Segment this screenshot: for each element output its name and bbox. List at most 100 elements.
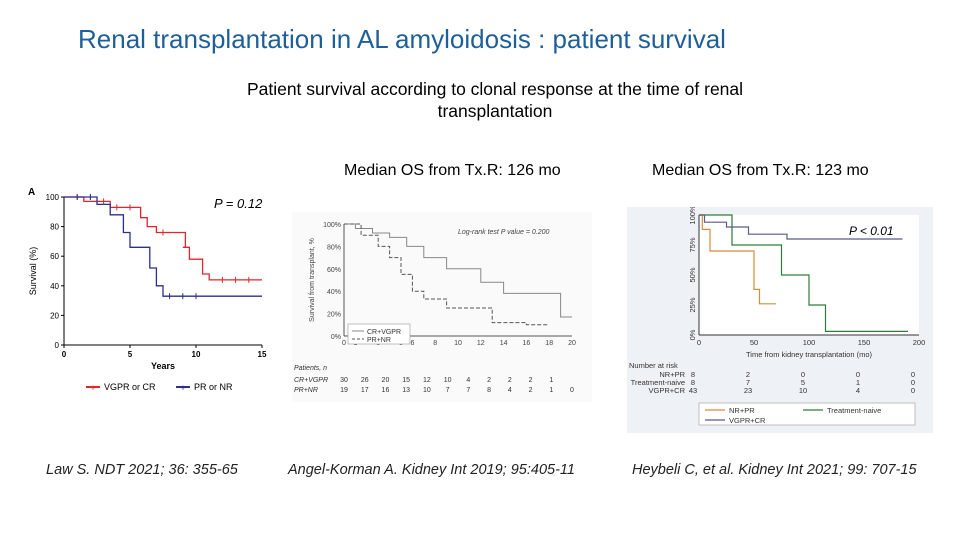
risk-table-row-label: PR+NR <box>294 387 318 394</box>
risk-table-value: 7 <box>466 387 470 394</box>
p-value-right: P < 0.01 <box>849 224 894 238</box>
legend-box <box>698 402 916 426</box>
legend-label: VGPR+CR <box>729 416 766 425</box>
y-tick-label: 40% <box>327 289 341 296</box>
y-axis-title: Survival (%) <box>28 247 38 296</box>
slide-subtitle: Patient survival according to clonal res… <box>246 79 744 121</box>
y-tick-label: 80 <box>50 223 59 232</box>
x-tick-label: 5 <box>128 350 133 359</box>
risk-table-value: 10 <box>423 387 431 394</box>
series-line-vgpr-cr <box>699 214 903 240</box>
x-tick-label: 200 <box>913 338 926 347</box>
y-tick-label: 0% <box>688 329 697 340</box>
series-line-pr-nr <box>344 223 550 326</box>
chart-law: A 0 20 40 60 80 100 0 5 10 15 Survival (%) Years + VGP… <box>28 187 267 393</box>
series-line-nr-pr <box>699 214 776 305</box>
chart-angel-korman: 0%20%40%60%80%100%013568101214161820Surv… <box>292 212 592 402</box>
risk-table-value: 17 <box>361 387 369 394</box>
p-value-left: P = 0.12 <box>214 196 263 211</box>
median-os-right: Median OS from Tx.R: 123 mo <box>652 162 869 179</box>
risk-table-value: 12 <box>423 377 431 384</box>
risk-table-value: 4 <box>508 387 512 394</box>
risk-table-value: 1 <box>549 387 553 394</box>
panel-label: A <box>28 187 35 198</box>
risk-table-value: 43 <box>689 386 697 395</box>
risk-table-row-label: CR+VGPR <box>294 377 328 384</box>
y-tick-label: 0% <box>331 334 341 341</box>
x-axis-title: Years <box>151 361 175 371</box>
y-tick-label: 100% <box>323 222 341 229</box>
risk-table-value: 15 <box>402 377 410 384</box>
y-axis-title: Survival from transplant, % <box>309 238 316 322</box>
risk-table-value: 2 <box>529 387 533 394</box>
y-tick-label: 75% <box>688 237 697 252</box>
risk-table-value: 2 <box>508 377 512 384</box>
risk-table-value: 23 <box>744 386 752 395</box>
legend-marker: + <box>90 383 95 393</box>
legend-label: VGPR or CR <box>104 382 156 392</box>
risk-table-value: 0 <box>801 370 805 379</box>
risk-table-row-label: Treatment-naive <box>631 378 685 387</box>
risk-table-value: 26 <box>361 377 369 384</box>
x-tick-label: 12 <box>477 340 485 347</box>
series-line-pr-or-nr <box>64 196 262 297</box>
risk-table-value: 2 <box>746 370 750 379</box>
x-tick-label: 16 <box>523 340 531 347</box>
risk-table-value: 8 <box>691 378 695 387</box>
x-tick-label: 8 <box>433 340 437 347</box>
median-os-left: Median OS from Tx.R: 126 mo <box>344 162 561 179</box>
y-tick-label: 20 <box>50 311 59 320</box>
x-tick-label: 100 <box>803 338 816 347</box>
x-tick-label: 10 <box>192 350 201 359</box>
risk-table-value: 0 <box>911 370 915 379</box>
risk-table-value: 0 <box>911 378 915 387</box>
slide-title: Renal transplantation in AL amyloidosis … <box>78 24 726 54</box>
x-axis-title: Time from kidney transplantation (mo) <box>746 350 873 359</box>
reference-law: Law S. NDT 2021; 36: 355-65 <box>46 462 238 478</box>
y-tick-label: 60% <box>327 267 341 274</box>
risk-table-value: 2 <box>487 377 491 384</box>
risk-table-value: 8 <box>691 370 695 379</box>
y-tick-label: 100% <box>688 207 697 225</box>
x-tick-label: 18 <box>545 340 553 347</box>
y-tick-label: 100 <box>46 193 60 202</box>
y-tick-label: 50% <box>688 267 697 282</box>
x-tick-label: 15 <box>258 350 267 359</box>
risk-table-header: Number at risk <box>629 361 678 370</box>
series-line-vgpr-or-cr <box>64 196 262 281</box>
risk-table-value: 2 <box>529 377 533 384</box>
legend-label: CR+VGPR <box>367 329 401 336</box>
risk-table-header: Patients, n <box>294 365 327 372</box>
x-tick-label: 14 <box>500 340 508 347</box>
risk-table-value: 16 <box>382 387 390 394</box>
risk-table-value: 7 <box>746 378 750 387</box>
x-tick-label: 150 <box>858 338 871 347</box>
risk-table-value: 7 <box>446 387 450 394</box>
risk-table-value: 0 <box>570 387 574 394</box>
reference-angel-korman: Angel-Korman A. Kidney Int 2019; 95:405-… <box>288 462 575 478</box>
risk-table-value: 1 <box>856 378 860 387</box>
series-line-cr-vgpr <box>344 223 572 318</box>
risk-table-value: 1 <box>549 377 553 384</box>
risk-table-value: 13 <box>402 387 410 394</box>
logrank-annotation: Log-rank test P value = 0.200 <box>458 229 549 236</box>
y-tick-label: 0 <box>55 341 60 350</box>
legend-label: NR+PR <box>729 406 755 415</box>
legend-label: PR+NR <box>367 337 391 344</box>
series-line-treatment-naive <box>699 214 908 333</box>
y-tick-label: 80% <box>327 244 341 251</box>
x-tick-label: 50 <box>750 338 758 347</box>
y-tick-label: 25% <box>688 297 697 312</box>
x-tick-label: 0 <box>342 340 346 347</box>
chart-background <box>292 212 592 402</box>
risk-table-value: 4 <box>466 377 470 384</box>
risk-table-value: 8 <box>487 387 491 394</box>
risk-table-value: 4 <box>856 386 860 395</box>
risk-table-value: 5 <box>801 378 805 387</box>
risk-table-value: 0 <box>856 370 860 379</box>
y-tick-label: 60 <box>50 252 59 261</box>
risk-table-value: 10 <box>799 386 807 395</box>
risk-table-row-label: VGPR+CR <box>649 386 686 395</box>
legend-marker: + <box>180 383 185 393</box>
risk-table-value: 10 <box>444 377 452 384</box>
